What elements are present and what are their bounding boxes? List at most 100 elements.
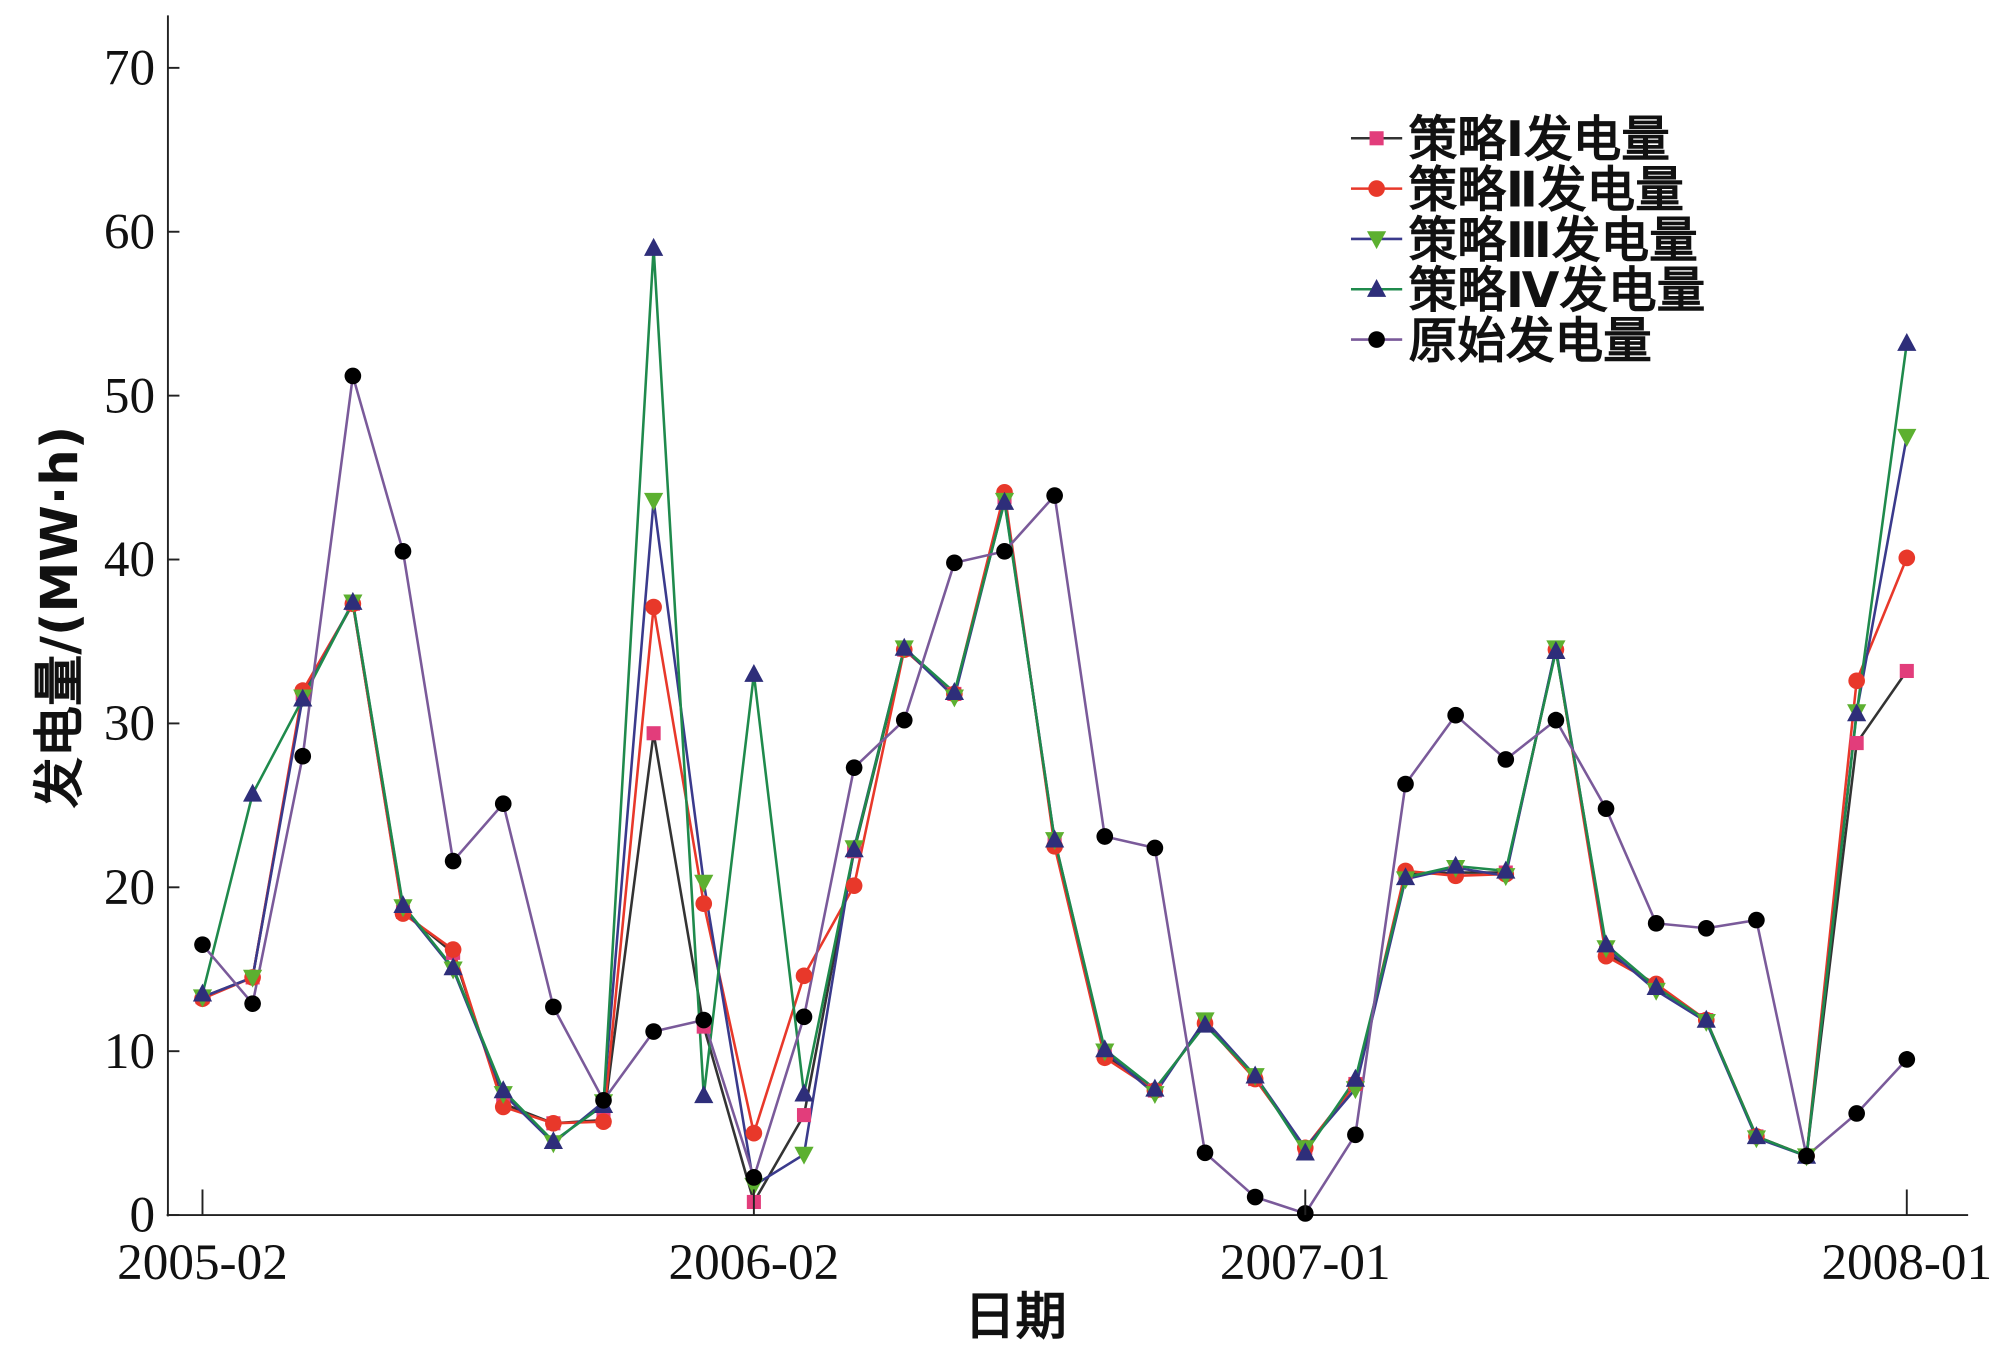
marker: [1647, 915, 1665, 932]
marker: [444, 941, 462, 958]
marker: [844, 839, 864, 858]
series-line: [201, 492, 1908, 1158]
legend-label: 策略Ⅱ发电量: [1409, 163, 1684, 219]
marker: [645, 598, 662, 616]
x-tick-label: 2008-01: [1821, 1234, 1992, 1291]
marker: [1246, 1188, 1264, 1206]
x-tick-label: 2006-02: [669, 1234, 840, 1291]
legend-label: 策略Ⅲ发电量: [1409, 213, 1698, 269]
marker: [1395, 867, 1416, 886]
marker: [1366, 278, 1387, 297]
marker: [192, 983, 213, 1002]
plot-area: [192, 237, 1917, 1222]
y-tick-label: 70: [104, 40, 155, 97]
marker: [1366, 231, 1387, 250]
marker: [694, 1085, 714, 1104]
marker: [1397, 775, 1414, 793]
marker: [494, 795, 512, 813]
marker: [1195, 1014, 1215, 1033]
y-tick-label: 30: [104, 695, 155, 752]
marker: [1369, 131, 1384, 146]
marker: [1547, 711, 1565, 729]
marker: [1095, 1039, 1115, 1058]
marker: [996, 543, 1013, 560]
marker: [1146, 839, 1164, 857]
marker: [845, 759, 863, 776]
marker: [845, 877, 863, 894]
marker: [644, 237, 664, 256]
marker: [1447, 706, 1464, 724]
marker: [1697, 919, 1715, 937]
marker: [1847, 703, 1867, 722]
marker: [1345, 1068, 1366, 1087]
marker: [1746, 1126, 1767, 1145]
marker: [894, 637, 914, 656]
marker: [1597, 800, 1615, 817]
marker: [795, 967, 813, 985]
marker: [1368, 331, 1385, 348]
marker: [293, 688, 313, 707]
marker: [1046, 487, 1063, 504]
marker: [646, 726, 661, 741]
marker: [244, 995, 261, 1012]
marker: [1848, 1105, 1865, 1122]
marker: [595, 1092, 612, 1109]
marker: [1898, 549, 1916, 567]
marker: [1096, 828, 1114, 845]
marker: [1045, 829, 1065, 848]
marker: [1849, 736, 1864, 751]
marker: [994, 491, 1015, 510]
marker: [194, 936, 211, 953]
marker: [1897, 332, 1917, 351]
legend-label: 原始发电量: [1409, 313, 1652, 369]
marker: [1245, 1065, 1265, 1084]
marker: [344, 367, 362, 385]
marker: [796, 1108, 812, 1123]
marker: [1696, 1009, 1716, 1028]
y-tick-label: 10: [104, 1023, 155, 1080]
x-tick-label: 2005-02: [117, 1234, 288, 1291]
marker: [444, 852, 462, 870]
marker: [1596, 934, 1616, 953]
marker: [794, 1083, 814, 1102]
marker: [294, 747, 312, 765]
marker: [946, 554, 963, 572]
y-tick-label: 40: [104, 531, 155, 588]
x-tick-label: 2007-01: [1220, 1234, 1391, 1291]
marker: [243, 783, 263, 802]
marker: [694, 874, 714, 893]
y-tick-label: 60: [104, 203, 155, 260]
marker: [1899, 663, 1914, 679]
y-tick-label: 0: [130, 1187, 156, 1244]
marker: [1898, 1051, 1916, 1068]
marker: [1748, 911, 1765, 929]
marker: [744, 664, 764, 682]
marker: [795, 1008, 813, 1026]
marker: [645, 1023, 662, 1040]
marker: [745, 1124, 763, 1142]
marker: [745, 1169, 763, 1186]
marker: [545, 998, 562, 1016]
legend-label: 策略Ⅳ发电量: [1409, 263, 1706, 319]
y-tick-label: 20: [104, 859, 155, 916]
marker: [1497, 751, 1515, 768]
marker: [695, 1011, 713, 1029]
marker: [895, 711, 913, 729]
marker: [393, 895, 413, 914]
marker: [944, 682, 964, 700]
marker: [1295, 1142, 1315, 1161]
marker: [493, 1080, 513, 1099]
marker: [1546, 641, 1566, 659]
y-tick-label: 50: [104, 367, 155, 424]
marker: [1446, 855, 1466, 874]
marker: [595, 1113, 612, 1130]
marker: [695, 895, 713, 913]
marker: [1646, 977, 1666, 995]
marker: [1848, 672, 1865, 690]
y-axis-label: 发电量/(MW·h): [30, 426, 90, 808]
marker: [1145, 1078, 1165, 1097]
marker: [543, 1131, 563, 1150]
marker: [1798, 1147, 1815, 1165]
marker: [494, 1098, 512, 1116]
